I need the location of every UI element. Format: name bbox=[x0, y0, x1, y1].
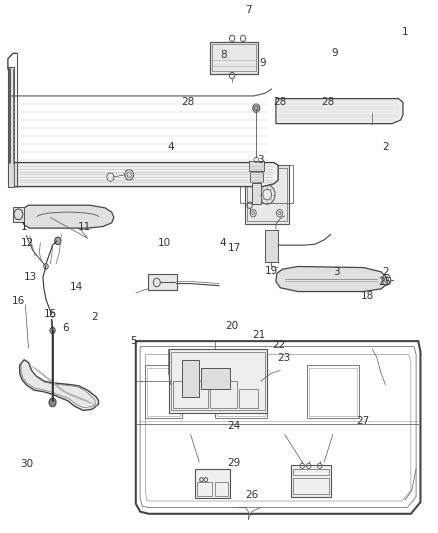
Bar bbox=[307, 365, 359, 418]
Bar bbox=[291, 465, 331, 497]
Text: 5: 5 bbox=[130, 336, 137, 346]
Bar bbox=[145, 365, 182, 418]
Bar bbox=[293, 478, 328, 494]
Bar bbox=[148, 274, 177, 290]
Text: 19: 19 bbox=[265, 266, 278, 276]
Text: 28: 28 bbox=[273, 98, 286, 107]
Polygon shape bbox=[20, 360, 99, 410]
Bar bbox=[197, 482, 212, 496]
Bar bbox=[169, 349, 267, 413]
Bar bbox=[250, 172, 263, 182]
Text: 9: 9 bbox=[259, 58, 266, 68]
Text: 11: 11 bbox=[78, 222, 91, 231]
Text: 28: 28 bbox=[181, 98, 194, 107]
Polygon shape bbox=[21, 205, 114, 228]
Circle shape bbox=[253, 104, 260, 112]
Text: 21: 21 bbox=[252, 330, 265, 340]
Text: 14: 14 bbox=[70, 282, 83, 292]
Text: 10: 10 bbox=[158, 238, 171, 247]
Bar bbox=[265, 230, 278, 262]
Polygon shape bbox=[276, 266, 388, 292]
Bar bbox=[210, 42, 258, 74]
Bar bbox=[201, 368, 230, 389]
Bar bbox=[215, 482, 228, 496]
Text: 8: 8 bbox=[220, 50, 227, 60]
Circle shape bbox=[49, 398, 56, 407]
Text: 18: 18 bbox=[360, 291, 374, 301]
Polygon shape bbox=[10, 163, 278, 187]
Text: 15: 15 bbox=[44, 310, 57, 319]
Bar bbox=[171, 352, 265, 410]
Bar bbox=[252, 183, 261, 204]
Bar bbox=[245, 165, 289, 224]
Text: 26: 26 bbox=[246, 490, 259, 499]
Bar bbox=[240, 165, 293, 203]
Text: 22: 22 bbox=[272, 341, 285, 350]
Circle shape bbox=[50, 327, 55, 334]
Text: 24: 24 bbox=[228, 422, 241, 431]
Text: 20: 20 bbox=[226, 321, 239, 331]
Bar bbox=[217, 368, 265, 416]
Text: 23: 23 bbox=[277, 353, 290, 363]
Bar bbox=[182, 360, 199, 397]
Text: 7: 7 bbox=[245, 5, 252, 14]
Bar bbox=[239, 389, 258, 408]
Bar bbox=[212, 44, 256, 71]
Bar bbox=[173, 381, 208, 408]
Text: 12: 12 bbox=[21, 238, 34, 247]
Bar bbox=[247, 168, 287, 221]
Text: 27: 27 bbox=[356, 416, 369, 426]
Polygon shape bbox=[276, 99, 403, 124]
Text: 3: 3 bbox=[333, 267, 340, 277]
Bar bbox=[147, 368, 180, 416]
Bar bbox=[195, 469, 230, 498]
Text: 28: 28 bbox=[321, 98, 334, 107]
Bar bbox=[215, 365, 267, 418]
Circle shape bbox=[125, 169, 134, 180]
Text: 3: 3 bbox=[257, 155, 264, 165]
Text: 6: 6 bbox=[62, 323, 69, 333]
Bar bbox=[8, 67, 14, 187]
Circle shape bbox=[55, 237, 61, 245]
Text: 9: 9 bbox=[332, 49, 339, 58]
Bar bbox=[249, 161, 264, 171]
Text: 4: 4 bbox=[167, 142, 174, 151]
Bar bbox=[309, 368, 357, 416]
Text: 2: 2 bbox=[91, 312, 98, 322]
Text: 29: 29 bbox=[227, 458, 240, 467]
Text: 1: 1 bbox=[21, 222, 28, 231]
Text: 4: 4 bbox=[219, 238, 226, 247]
Bar bbox=[210, 381, 237, 408]
Bar bbox=[13, 207, 24, 222]
Text: 17: 17 bbox=[228, 243, 241, 253]
Bar bbox=[293, 469, 328, 475]
Text: 2: 2 bbox=[382, 142, 389, 151]
Text: 2: 2 bbox=[382, 267, 389, 277]
Text: 1: 1 bbox=[402, 27, 409, 37]
Text: 13: 13 bbox=[24, 272, 37, 282]
Text: 16: 16 bbox=[12, 296, 25, 306]
Text: 25: 25 bbox=[378, 278, 391, 287]
Text: 30: 30 bbox=[21, 459, 34, 469]
